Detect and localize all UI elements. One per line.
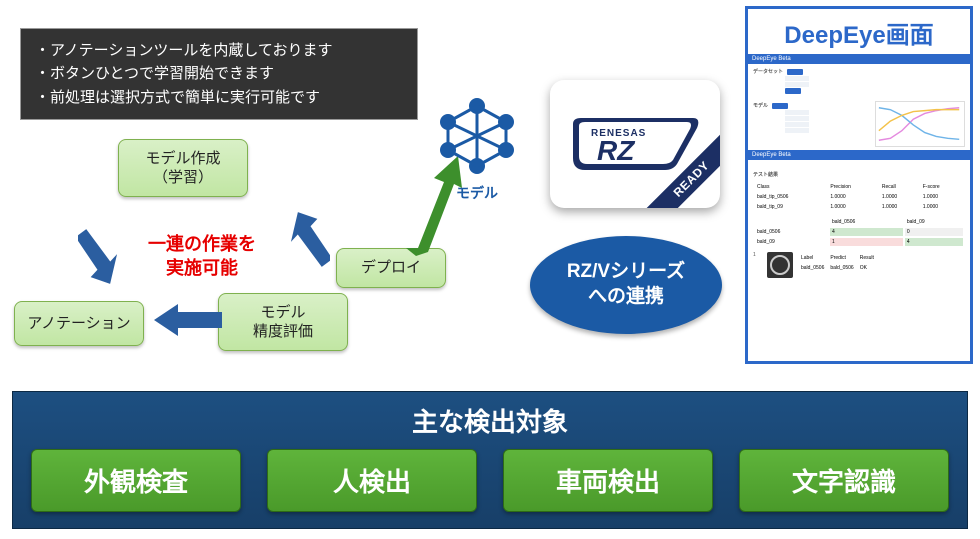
renesas-badge: RENESAS RZ READY xyxy=(550,80,720,208)
de-field-value xyxy=(785,116,809,121)
feature-callout: ・アノテーションツールを内蔵しております ・ボタンひとつで学習開始できます ・前… xyxy=(20,28,418,120)
callout-line: ・ボタンひとつで学習開始できます xyxy=(35,62,403,85)
wf-box-train: モデル作成（学習） xyxy=(118,139,248,197)
de-button-icon xyxy=(787,69,803,75)
rzv-oval-text: RZ/Vシリーズへの連携 xyxy=(567,260,685,309)
banner-title: 主な検出対象 xyxy=(31,402,949,439)
pill-appearance: 外観検査 xyxy=(31,449,241,512)
de-sample-row: 1 LabelPredictResult bald_0506bald_0506O… xyxy=(753,252,965,278)
wf-box-evaluate: モデル精度評価 xyxy=(218,293,348,351)
model-label: モデル xyxy=(438,183,516,203)
deepeye-block-dataset: データセット xyxy=(748,64,970,98)
wf-label: モデル精度評価 xyxy=(253,303,313,342)
deepeye-chart xyxy=(875,101,965,147)
de-field-value xyxy=(785,110,809,115)
arrow-annotate-to-evaluate xyxy=(152,300,222,340)
de-field-value xyxy=(785,128,809,133)
pill-vehicle: 車両検出 xyxy=(503,449,713,512)
de-thumbnail xyxy=(767,252,793,278)
de-button-icon xyxy=(772,103,788,109)
pill-person: 人検出 xyxy=(267,449,477,512)
de-section-label: モデル xyxy=(753,102,768,109)
de-section-label: データセット xyxy=(753,68,783,75)
de-section-label: テスト結果 xyxy=(753,172,778,178)
center-caption-text: 一連の作業を実施可能 xyxy=(148,234,256,278)
pill-row: 外観検査 人検出 車両検出 文字認識 xyxy=(31,449,949,512)
pill-label: 車両検出 xyxy=(556,467,660,497)
wf-label: アノテーション xyxy=(27,314,130,334)
deepeye-block-model: モデル xyxy=(748,98,970,150)
renesas-brand-main: RZ xyxy=(597,135,635,166)
de-metrics-table: ClassPrecisionRecallF-score bald_tip_050… xyxy=(753,181,965,213)
deepeye-panel: DeepEye画面 DeepEye Beta データセット モデル DeepEy… xyxy=(745,6,973,364)
pill-label: 外観検査 xyxy=(84,467,188,497)
detection-banner: 主な検出対象 外観検査 人検出 車両検出 文字認識 xyxy=(12,391,968,529)
pill-label: 文字認識 xyxy=(792,467,896,497)
wf-label: モデル作成（学習） xyxy=(145,149,220,188)
arrow-evaluate-to-train xyxy=(274,212,330,282)
de-field-value xyxy=(785,122,809,127)
deepeye-appbar-1: DeepEye Beta xyxy=(748,54,970,64)
deepeye-appbar-2: DeepEye Beta xyxy=(748,150,970,160)
renesas-logo: RENESAS RZ xyxy=(565,114,705,174)
model-icon: モデル xyxy=(438,96,516,203)
rzv-oval: RZ/Vシリーズへの連携 xyxy=(530,236,722,334)
de-button-icon xyxy=(785,88,801,94)
wf-box-annotate: アノテーション xyxy=(14,301,144,346)
center-caption: 一連の作業を実施可能 xyxy=(122,232,282,281)
callout-line: ・アノテーションツールを内蔵しております xyxy=(35,39,403,62)
de-sample-table: LabelPredictResult bald_0506bald_0506OK xyxy=(797,252,878,274)
deepeye-title: DeepEye画面 xyxy=(748,9,970,54)
de-field-value xyxy=(785,76,809,81)
de-field-value xyxy=(785,82,809,87)
arrow-train-to-annotate xyxy=(78,214,134,284)
pill-label: 人検出 xyxy=(333,467,411,497)
callout-line: ・前処理は選択方式で簡単に実行可能です xyxy=(35,86,403,109)
de-confusion-table: bald_0506bald_09 bald_050640 bald_0914 xyxy=(753,216,965,248)
de-sample-index: 1 xyxy=(753,252,763,258)
pill-ocr: 文字認識 xyxy=(739,449,949,512)
deepeye-block-results: テスト結果 ClassPrecisionRecallF-score bald_t… xyxy=(748,160,970,282)
